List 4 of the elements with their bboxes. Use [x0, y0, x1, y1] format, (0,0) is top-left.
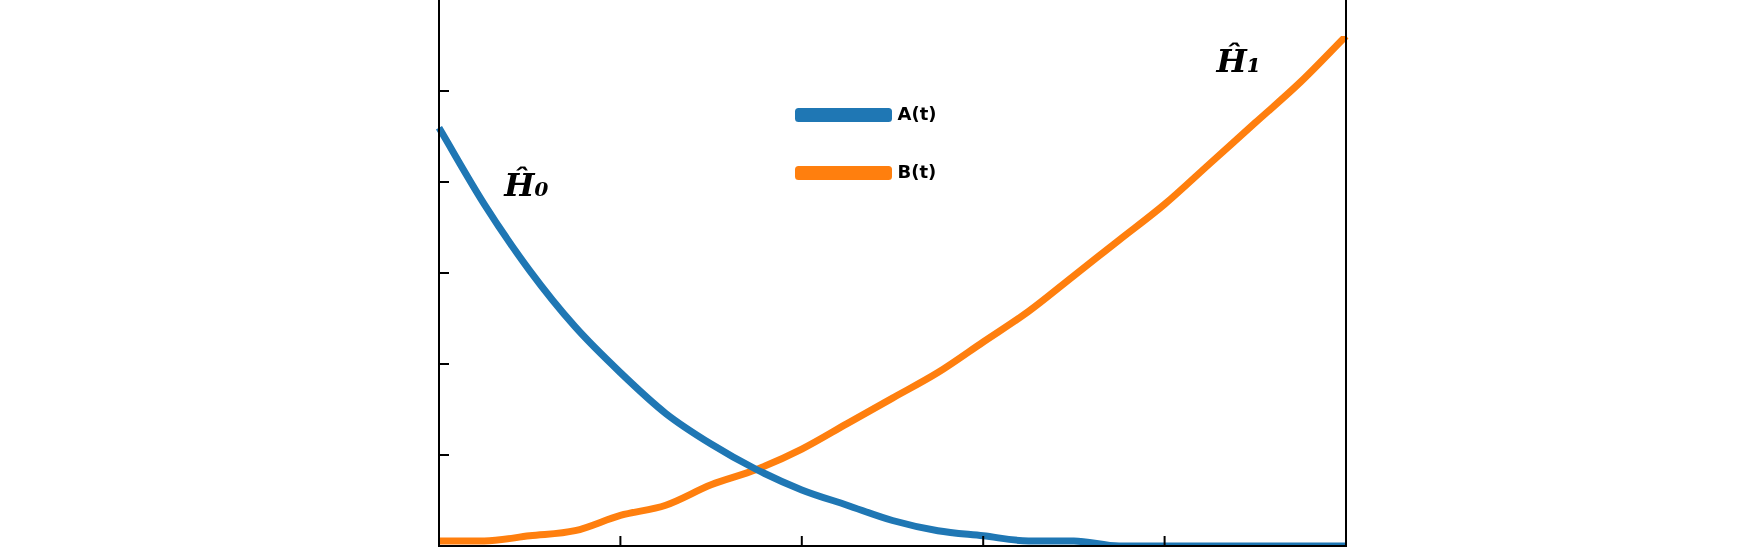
- annotation: Ĥ₀: [503, 166, 549, 205]
- legend-label: B(t): [897, 160, 937, 182]
- annotation: Ĥ₁: [1215, 41, 1261, 80]
- legend-label: A(t): [897, 102, 937, 124]
